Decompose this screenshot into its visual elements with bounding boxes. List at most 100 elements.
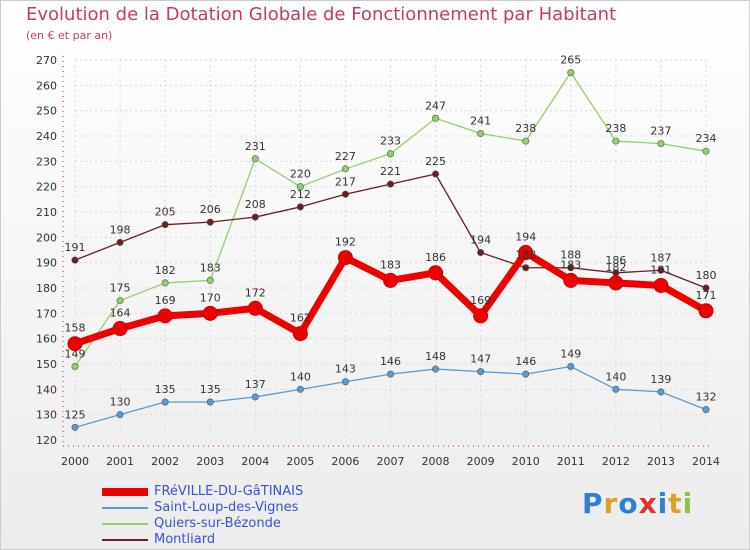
data-point-1 (116, 411, 124, 419)
y-tick-label: 170 (36, 307, 57, 320)
data-labels-layer: 125 130 135 135 137 140 143 146 148 147 146 149 140 1… (65, 54, 717, 422)
data-point-3 (477, 249, 485, 257)
data-label-0: 182 (605, 261, 626, 274)
data-label-0: 162 (290, 312, 311, 325)
data-label-1: 135 (155, 383, 176, 396)
data-point-3 (116, 238, 124, 246)
data-point-0 (608, 275, 624, 291)
data-label-3: 208 (245, 198, 266, 211)
x-tick-label: 2013 (647, 455, 675, 468)
data-label-2: 265 (560, 54, 581, 67)
x-tick-label: 2002 (151, 455, 179, 468)
data-label-2: 149 (65, 348, 86, 361)
data-point-2 (702, 147, 710, 155)
data-label-1: 135 (200, 383, 221, 396)
x-tick-label: 2004 (241, 455, 269, 468)
y-tick-label: 130 (36, 409, 57, 422)
data-label-1: 130 (110, 396, 131, 409)
x-tick-label: 2008 (422, 455, 450, 468)
legend-label-quiers: Quiers-sur-Bézonde (154, 516, 281, 531)
data-point-0 (247, 300, 263, 316)
y-tick-label: 180 (36, 282, 57, 295)
data-label-3: 205 (155, 206, 176, 219)
data-point-1 (296, 385, 304, 393)
data-label-2: 227 (335, 150, 356, 163)
data-label-3: 206 (200, 203, 221, 216)
legend-label-freville: FRéVILLE-DU-GâTINAIS (154, 484, 304, 499)
logo-letter: t (668, 487, 683, 520)
data-point-3 (522, 264, 530, 272)
data-label-1: 148 (425, 350, 446, 363)
data-point-3 (567, 264, 575, 272)
data-label-0: 194 (515, 231, 536, 244)
data-point-2 (386, 150, 394, 158)
x-tick-label: 2006 (331, 455, 359, 468)
data-label-0: 181 (650, 263, 671, 276)
data-point-3 (657, 266, 665, 274)
legend-item-montliard: Montliard (102, 532, 215, 547)
legend-swatch-quiers (102, 522, 148, 525)
data-point-0 (383, 272, 398, 288)
logo-letter: i (657, 487, 669, 520)
data-point-1 (477, 368, 485, 376)
data-label-3: 191 (65, 241, 86, 254)
data-label-1: 140 (290, 370, 311, 383)
data-point-2 (71, 363, 79, 371)
data-label-1: 146 (515, 355, 536, 368)
data-label-0: 169 (470, 294, 491, 307)
series-layer (67, 69, 714, 431)
data-point-0 (67, 336, 83, 352)
data-label-0: 183 (560, 258, 581, 271)
x-tick-label: 2011 (557, 455, 585, 468)
data-label-2: 183 (200, 261, 221, 274)
proxiti-logo: Proxiti (582, 487, 693, 520)
data-point-2 (116, 297, 124, 305)
data-label-1: 147 (470, 353, 491, 366)
data-point-2 (477, 129, 485, 137)
data-label-1: 143 (335, 363, 356, 376)
x-tick-label: 2003 (196, 455, 224, 468)
data-point-1 (432, 365, 440, 373)
data-label-2: 231 (245, 140, 266, 153)
legend-item-freville: FRéVILLE-DU-GâTINAIS (102, 484, 303, 499)
y-tick-label: 140 (36, 383, 57, 396)
data-label-3: 188 (515, 249, 536, 262)
data-label-0: 186 (425, 251, 446, 264)
data-point-0 (653, 277, 669, 293)
y-tick-label: 270 (36, 54, 57, 67)
y-tick-label: 200 (36, 231, 57, 244)
data-point-0 (563, 272, 579, 288)
data-label-3: 180 (696, 269, 717, 282)
legend-swatch-freville (102, 487, 148, 496)
data-point-3 (71, 256, 79, 264)
y-tick-label: 220 (36, 181, 57, 194)
data-point-0 (112, 321, 128, 337)
data-label-3: 217 (335, 175, 356, 188)
data-point-2 (657, 140, 665, 148)
data-label-3: 225 (425, 155, 446, 168)
data-point-1 (567, 363, 575, 371)
x-tick-label: 2012 (602, 455, 630, 468)
data-label-3: 188 (560, 249, 581, 262)
data-label-2: 220 (290, 168, 311, 181)
data-point-2 (432, 114, 440, 122)
data-label-0: 158 (65, 322, 86, 335)
legend-label-montliard: Montliard (154, 532, 216, 547)
data-label-0: 183 (380, 258, 401, 271)
data-point-1 (206, 398, 214, 406)
data-point-0 (518, 245, 534, 261)
data-label-0: 164 (110, 307, 131, 320)
data-label-1: 125 (65, 408, 86, 421)
data-label-1: 140 (605, 370, 626, 383)
data-point-0 (337, 250, 353, 266)
data-point-2 (612, 137, 620, 145)
data-label-2: 175 (110, 282, 131, 295)
data-label-3: 198 (110, 223, 131, 236)
data-point-2 (522, 137, 530, 145)
data-point-0 (157, 308, 173, 324)
data-point-1 (71, 423, 79, 431)
logo-letter: i (682, 487, 694, 520)
data-point-2 (161, 279, 169, 287)
data-label-2: 234 (696, 132, 717, 145)
data-point-2 (567, 69, 575, 77)
